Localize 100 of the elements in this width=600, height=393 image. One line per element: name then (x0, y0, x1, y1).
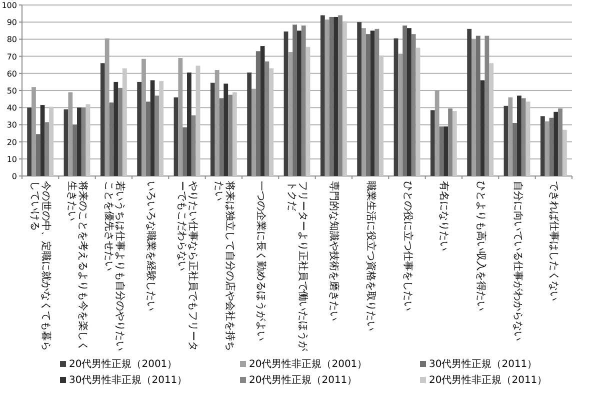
legend-label: 20代男性正規（2001） (69, 359, 178, 370)
bar (472, 39, 476, 176)
y-tick-label: 0 (12, 172, 17, 181)
bar (476, 36, 480, 176)
bar (142, 58, 146, 176)
bar (480, 80, 485, 176)
y-tick-label: 100 (2, 1, 17, 10)
bar (187, 72, 192, 176)
x-tick-label: 将来のことを考えるよりも今を楽しく生きたい (66, 181, 88, 353)
bar (159, 81, 164, 176)
y-tick-label: 70 (6, 52, 17, 62)
bar (36, 134, 40, 176)
x-tick-label: 自分に向いている仕事がわからない (512, 181, 522, 343)
bar (122, 68, 127, 176)
bar (357, 22, 362, 176)
x-tick-label: 将来は独立して自分の店や会社を持ちたい (212, 181, 235, 353)
x-tick-label: 職業生活に役立つ資格を取りたい (364, 181, 376, 333)
bar (434, 90, 440, 176)
bar (512, 122, 517, 176)
bar (49, 106, 54, 176)
y-tick-label: 40 (6, 104, 17, 113)
bar (196, 66, 200, 176)
bar (174, 97, 178, 176)
bar (137, 82, 142, 176)
bar (444, 126, 448, 176)
bar (362, 28, 366, 176)
bar (288, 52, 293, 176)
bar (40, 105, 45, 176)
bar (247, 72, 252, 176)
bar (554, 112, 558, 176)
bar (178, 58, 183, 176)
bar (452, 111, 457, 176)
legend-label: 20代男性非正規（2001） (249, 359, 368, 370)
x-tick-label: 専門的な知識や技術を磨きたい (328, 181, 340, 323)
x-tick-label: やりたい仕事なら正社員でもフリーターでもこだわらない (176, 181, 198, 353)
bar (467, 28, 472, 176)
bar (394, 38, 398, 176)
bar (504, 106, 508, 176)
bar (182, 127, 187, 176)
bar (77, 108, 82, 176)
bar (292, 24, 297, 176)
bar (100, 63, 105, 176)
bar (398, 54, 403, 176)
bar (407, 28, 412, 176)
bar (489, 63, 494, 176)
x-tick-label: 若いうちは仕事よりも自分のやりたいことを優先させたい (102, 181, 125, 353)
bar (27, 108, 32, 176)
bar (224, 84, 228, 176)
bar (329, 16, 334, 176)
bar (370, 30, 375, 176)
bar (540, 116, 545, 176)
bar (544, 121, 550, 176)
legend-label: 20代男性正規（2011） (249, 375, 358, 386)
bar (379, 55, 384, 176)
bar (256, 51, 260, 176)
y-tick-label: 10 (6, 154, 17, 164)
legend-label: 30代男性非正規（2011） (69, 375, 188, 386)
x-tick-label: 有名になりたい (438, 181, 450, 253)
bar (232, 92, 237, 176)
y-tick-label: 80 (6, 35, 17, 44)
bar (219, 98, 224, 176)
bar (72, 124, 77, 176)
x-tick-label: できれば仕事はしたくない (548, 181, 560, 303)
x-tick-label: フリーターより正社員で働いたほうがトクだ (286, 181, 308, 353)
y-tick-label: 20 (6, 138, 17, 147)
bar (562, 130, 567, 176)
bar (430, 110, 435, 176)
x-tick-label: いろいろな職業を経験したい (144, 181, 156, 313)
bar (324, 20, 330, 176)
x-tick-label: ひとの役に立つ仕事をしたい (402, 181, 412, 313)
bar (269, 68, 274, 176)
bar (260, 46, 265, 176)
x-tick-label: 一つの企業に長く勤めるほうがよい (254, 181, 266, 343)
y-tick-label: 60 (6, 69, 17, 78)
bar (210, 82, 215, 176)
bar (150, 80, 155, 176)
bar (297, 30, 302, 176)
bar (342, 21, 347, 176)
bar (366, 34, 370, 176)
bar (86, 104, 90, 176)
bar (114, 82, 118, 176)
bar (104, 38, 110, 176)
bar (334, 16, 338, 176)
bar (214, 70, 220, 176)
bar (68, 92, 73, 176)
x-tick-label: 今の世の中、定職に就かなくても暮らしていける (29, 181, 52, 353)
bar (508, 97, 513, 176)
bar (109, 102, 114, 176)
bar (64, 109, 68, 176)
bar (526, 102, 530, 176)
bar (402, 26, 407, 176)
bar (439, 126, 444, 176)
bar (517, 96, 522, 176)
bar (549, 118, 554, 176)
bar (306, 46, 310, 176)
legend-label: 20代男性非正規（2011） (429, 375, 548, 386)
bar (32, 87, 36, 176)
bar (284, 32, 288, 176)
x-tick-label: ひとよりも高い収入を得たい (474, 181, 486, 313)
y-tick-label: 30 (6, 120, 17, 130)
